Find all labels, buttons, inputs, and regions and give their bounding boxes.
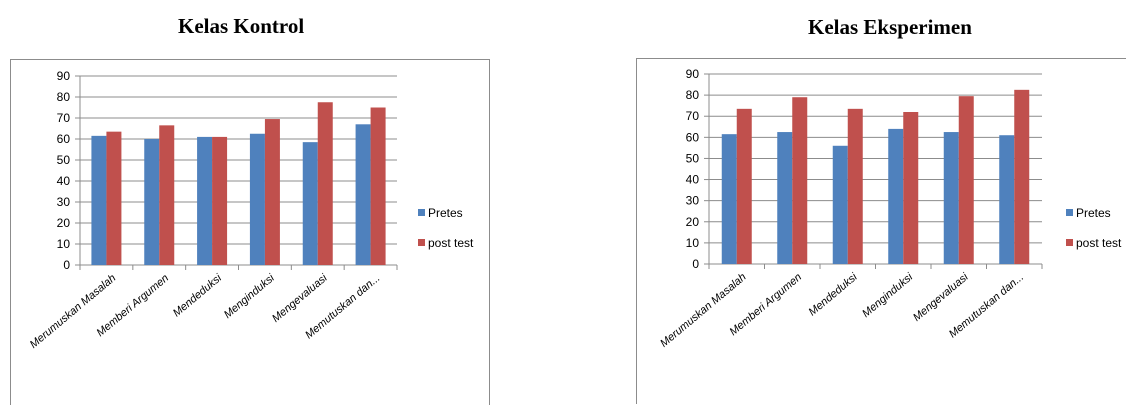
y-tick-label: 0 — [63, 258, 70, 272]
bar-pretes — [777, 132, 793, 264]
y-tick-label: 50 — [57, 153, 71, 167]
y-tick-label: 40 — [686, 173, 700, 187]
x-category-label: Mengevaluasi — [911, 271, 971, 324]
y-tick-label: 20 — [686, 215, 700, 229]
x-category-label: Menginduksi — [860, 271, 915, 320]
bar-pretes — [999, 135, 1015, 264]
y-tick-label: 10 — [686, 236, 700, 250]
bar-post-test — [317, 102, 333, 265]
bar-pretes — [197, 136, 213, 265]
bar-post-test — [264, 119, 280, 265]
y-tick-label: 90 — [686, 67, 700, 81]
bar-post-test — [370, 107, 386, 265]
bar-post-test — [106, 131, 122, 265]
bar-post-test — [792, 97, 808, 264]
y-tick-label: 60 — [57, 132, 71, 146]
bar-pretes — [832, 145, 848, 264]
bar-pretes — [943, 132, 959, 264]
legend-label: Pretes — [428, 206, 463, 220]
y-tick-label: 80 — [57, 90, 71, 104]
y-tick-label: 10 — [57, 237, 71, 251]
bar-pretes — [888, 128, 904, 264]
y-tick-label: 30 — [686, 194, 700, 208]
chart-title-eksperimen: Kelas Eksperimen — [808, 15, 972, 39]
y-tick-label: 60 — [686, 130, 700, 144]
legend-swatch — [1066, 209, 1073, 216]
y-tick-label: 80 — [686, 88, 700, 102]
bar-pretes — [355, 124, 371, 265]
y-tick-label: 70 — [57, 111, 71, 125]
bar-post-test — [1014, 89, 1030, 264]
legend-label: post test — [1076, 236, 1122, 250]
chart-frame-eksperimen — [636, 58, 1126, 404]
legend-swatch — [418, 209, 425, 216]
bar-post-test — [958, 96, 974, 265]
bar-post-test — [159, 125, 175, 265]
x-category-label: Mendeduksi — [807, 271, 861, 319]
bar-pretes — [302, 142, 318, 265]
y-tick-label: 20 — [57, 216, 71, 230]
y-tick-label: 50 — [686, 151, 700, 165]
legend-swatch — [418, 239, 425, 246]
bar-post-test — [903, 112, 919, 264]
legend-swatch — [1066, 239, 1073, 246]
y-tick-label: 70 — [686, 109, 700, 123]
y-tick-label: 0 — [692, 257, 699, 271]
legend-label: post test — [428, 236, 474, 250]
bar-pretes — [91, 135, 107, 265]
bar-pretes — [144, 139, 160, 265]
bar-post-test — [212, 136, 228, 265]
bar-post-test — [847, 108, 863, 264]
y-tick-label: 90 — [57, 69, 71, 83]
chart-title-kontrol: Kelas Kontrol — [178, 14, 305, 38]
y-tick-label: 40 — [57, 174, 71, 188]
bar-pretes — [249, 133, 265, 265]
legend-label: Pretes — [1076, 206, 1111, 220]
bar-post-test — [736, 108, 752, 264]
y-tick-label: 30 — [57, 195, 71, 209]
bar-pretes — [721, 134, 737, 264]
